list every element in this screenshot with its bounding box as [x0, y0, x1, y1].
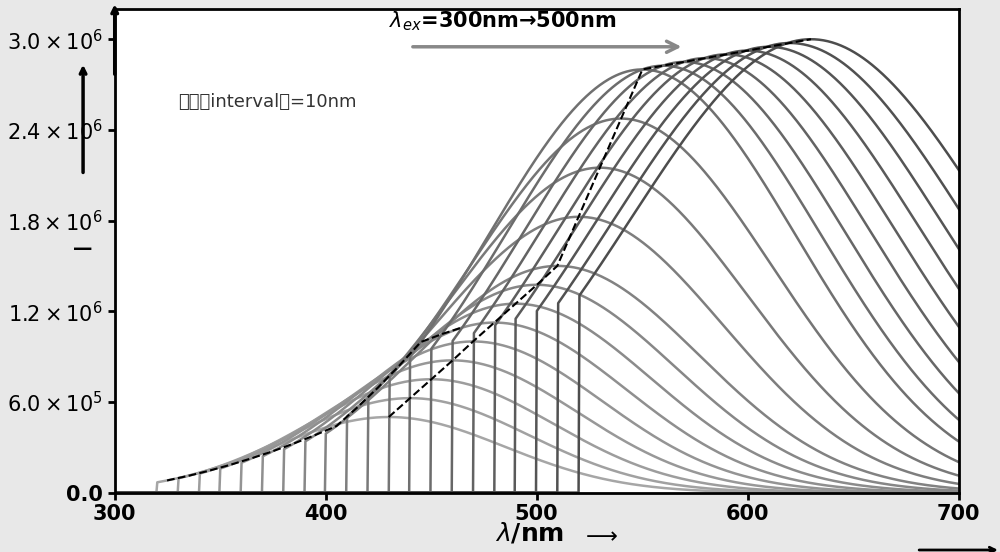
Text: $\lambda$/nm: $\lambda$/nm [495, 521, 565, 546]
Text: $\lambda_{ex}$=300nm→500nm: $\lambda_{ex}$=300nm→500nm [389, 9, 616, 33]
Text: $\longrightarrow$: $\longrightarrow$ [581, 525, 619, 545]
Text: —: — [73, 239, 92, 258]
Text: 间隔（interval）=10nm: 间隔（interval）=10nm [178, 93, 357, 112]
